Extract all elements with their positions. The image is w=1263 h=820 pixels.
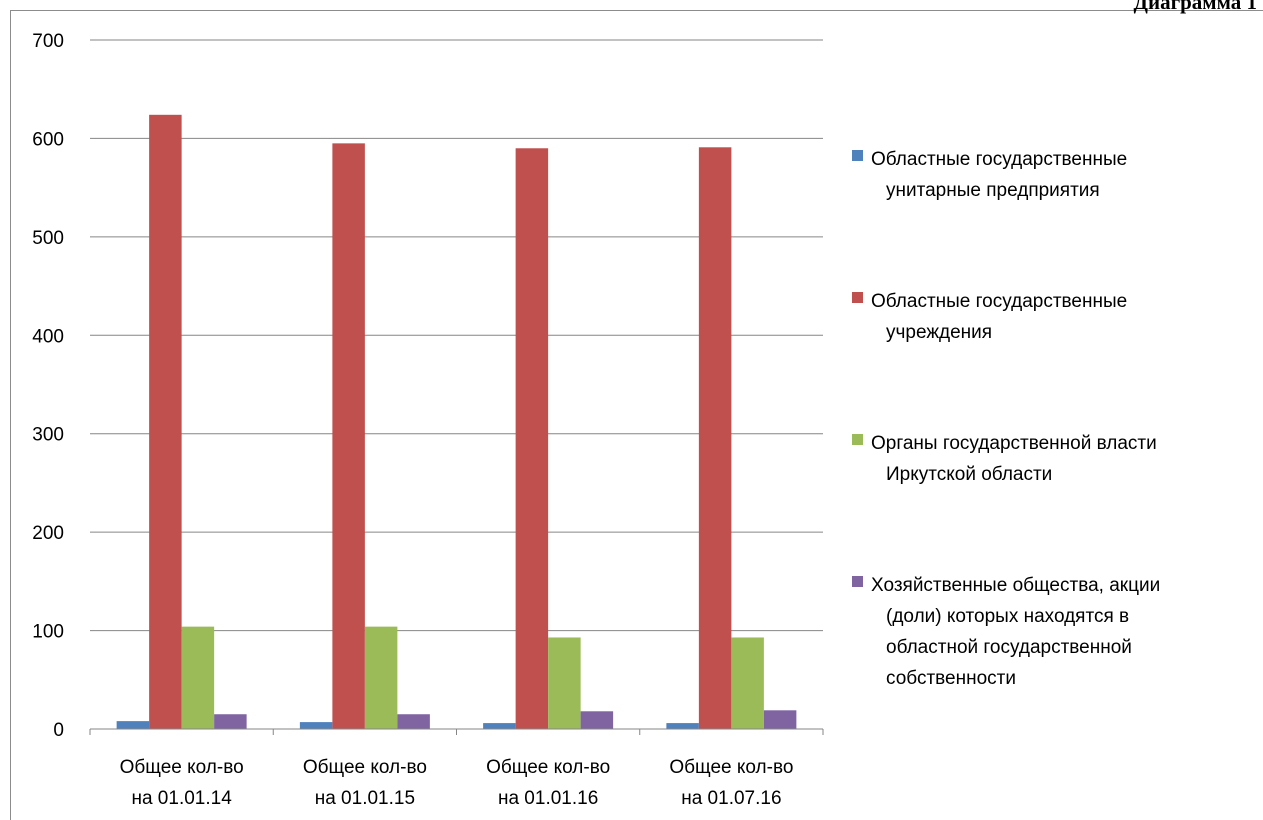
- y-tick-label: 500: [32, 228, 64, 249]
- x-category-label: Общее кол-во на 01.07.16: [669, 757, 793, 809]
- legend-label: Хозяйственные общества, акции (доли) кото…: [871, 575, 1160, 689]
- bar: [731, 637, 764, 729]
- bar: [116, 721, 150, 729]
- bar: [580, 711, 614, 729]
- y-tick-label: 100: [32, 622, 64, 643]
- x-axis: [89, 728, 824, 735]
- legend-label: Областные государственные унитарные предп…: [871, 149, 1127, 201]
- legend: Областные государственные унитарные предп…: [852, 149, 1160, 689]
- chart-frame: [10, 10, 1263, 820]
- bar: [515, 148, 549, 729]
- x-category-label: Общее кол-во на 01.01.15: [303, 757, 427, 809]
- legend-swatch: [852, 292, 863, 303]
- bar: [763, 710, 797, 729]
- bar: [181, 626, 215, 729]
- y-tick-label: 200: [32, 523, 64, 544]
- bar: [666, 723, 699, 729]
- bar: [299, 722, 333, 729]
- legend-label: Областные государственные учреждения: [871, 291, 1127, 343]
- y-tick-label: 400: [32, 326, 64, 347]
- legend-swatch: [852, 434, 863, 445]
- bar: [483, 723, 516, 729]
- x-category-label: Общее кол-во на 01.01.16: [486, 757, 610, 809]
- legend-label: Органы государственной власти Иркутской о…: [871, 433, 1157, 485]
- y-tick-label: 300: [32, 425, 64, 446]
- y-tick-label: 700: [32, 31, 64, 52]
- bar: [214, 714, 247, 729]
- bar: [364, 626, 398, 729]
- bar: [548, 637, 581, 729]
- y-tick-label: 600: [32, 129, 64, 150]
- legend-swatch: [852, 150, 863, 161]
- x-axis-category-labels: Общее кол-во на 01.01.14 Общее кол-во на 01…: [120, 757, 794, 809]
- bar: [149, 114, 182, 729]
- bar: [332, 143, 365, 730]
- bar: [698, 147, 732, 730]
- legend-swatch: [852, 576, 863, 587]
- bars: [116, 114, 797, 730]
- bar: [397, 714, 430, 729]
- x-category-label: Общее кол-во на 01.01.14: [120, 757, 244, 809]
- y-axis-tick-labels: 0 100 200 300 400 500 600 700: [32, 31, 64, 741]
- page-caption: Диаграмма 1: [1133, 0, 1257, 14]
- y-tick-label: 0: [53, 720, 64, 741]
